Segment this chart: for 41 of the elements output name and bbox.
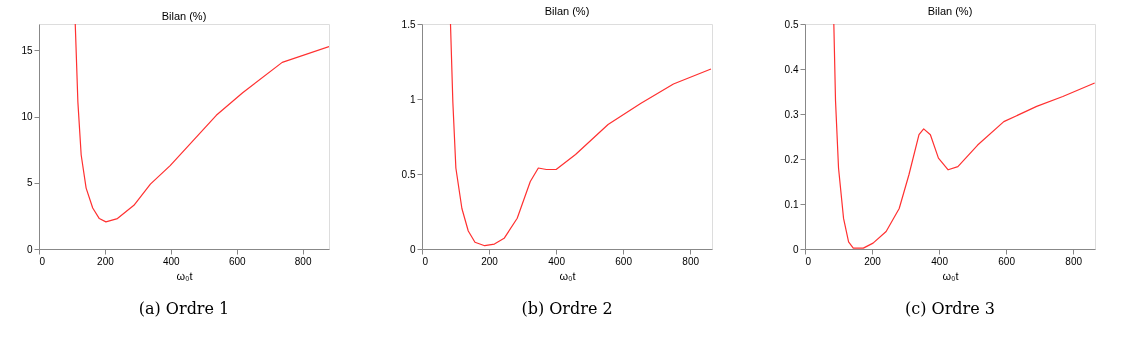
text: (a) Ordre 1 bbox=[138, 299, 230, 318]
y-tick-label: 1 bbox=[409, 93, 416, 105]
y-tick-label: 15 bbox=[21, 44, 33, 56]
x-tick-label: 600 bbox=[228, 255, 247, 267]
y-tick-label: 0 bbox=[792, 243, 799, 255]
x-tick-label: 200 bbox=[97, 255, 115, 267]
y-tick-label: 0.5 bbox=[784, 18, 799, 30]
y-tick-label: 0.1 bbox=[784, 198, 799, 210]
x-tick-label: 400 bbox=[162, 255, 181, 267]
x-tick-label: 800 bbox=[294, 255, 312, 267]
chart-title: Bilan (%) bbox=[927, 5, 973, 17]
x-tick-label: 0 bbox=[422, 255, 429, 267]
x-tick-label: 400 bbox=[931, 255, 949, 267]
x-tick-label: 200 bbox=[864, 255, 882, 267]
y-tick-label: 0.5 bbox=[401, 168, 416, 180]
line-series bbox=[74, 24, 329, 223]
chart-title: Bilan (%) bbox=[161, 10, 207, 22]
y-tick-label: 0.3 bbox=[784, 108, 799, 120]
y-tick-label: 10 bbox=[21, 111, 33, 123]
y-tick-label: 5 bbox=[26, 177, 33, 189]
y-tick-label: 0 bbox=[26, 243, 33, 255]
y-tick-label: 0 bbox=[409, 243, 416, 255]
y-tick-label: 0.4 bbox=[784, 63, 799, 75]
chart-title: Bilan (%) bbox=[544, 5, 590, 17]
x-tick-label: 800 bbox=[682, 255, 700, 267]
line-series bbox=[833, 24, 1095, 249]
text: (b) Ordre 2 bbox=[521, 299, 613, 318]
x-tick-label: 800 bbox=[1065, 255, 1083, 267]
x-axis-title: ω₀t bbox=[559, 269, 576, 282]
x-tick-label: 200 bbox=[481, 255, 499, 267]
text: (c) Ordre 3 bbox=[905, 299, 995, 318]
x-tick-label: 600 bbox=[998, 255, 1016, 267]
x-axis-title: ω₀t bbox=[942, 269, 959, 282]
line-series bbox=[449, 24, 712, 247]
x-axis-title: ω₀t bbox=[176, 269, 193, 282]
x-tick-label: 600 bbox=[615, 255, 633, 267]
y-tick-label: 0.2 bbox=[784, 153, 799, 165]
y-tick-label: 1.5 bbox=[401, 18, 416, 30]
x-tick-label: 0 bbox=[805, 255, 812, 267]
x-tick-label: 0 bbox=[39, 255, 46, 267]
x-tick-label: 400 bbox=[548, 255, 566, 267]
